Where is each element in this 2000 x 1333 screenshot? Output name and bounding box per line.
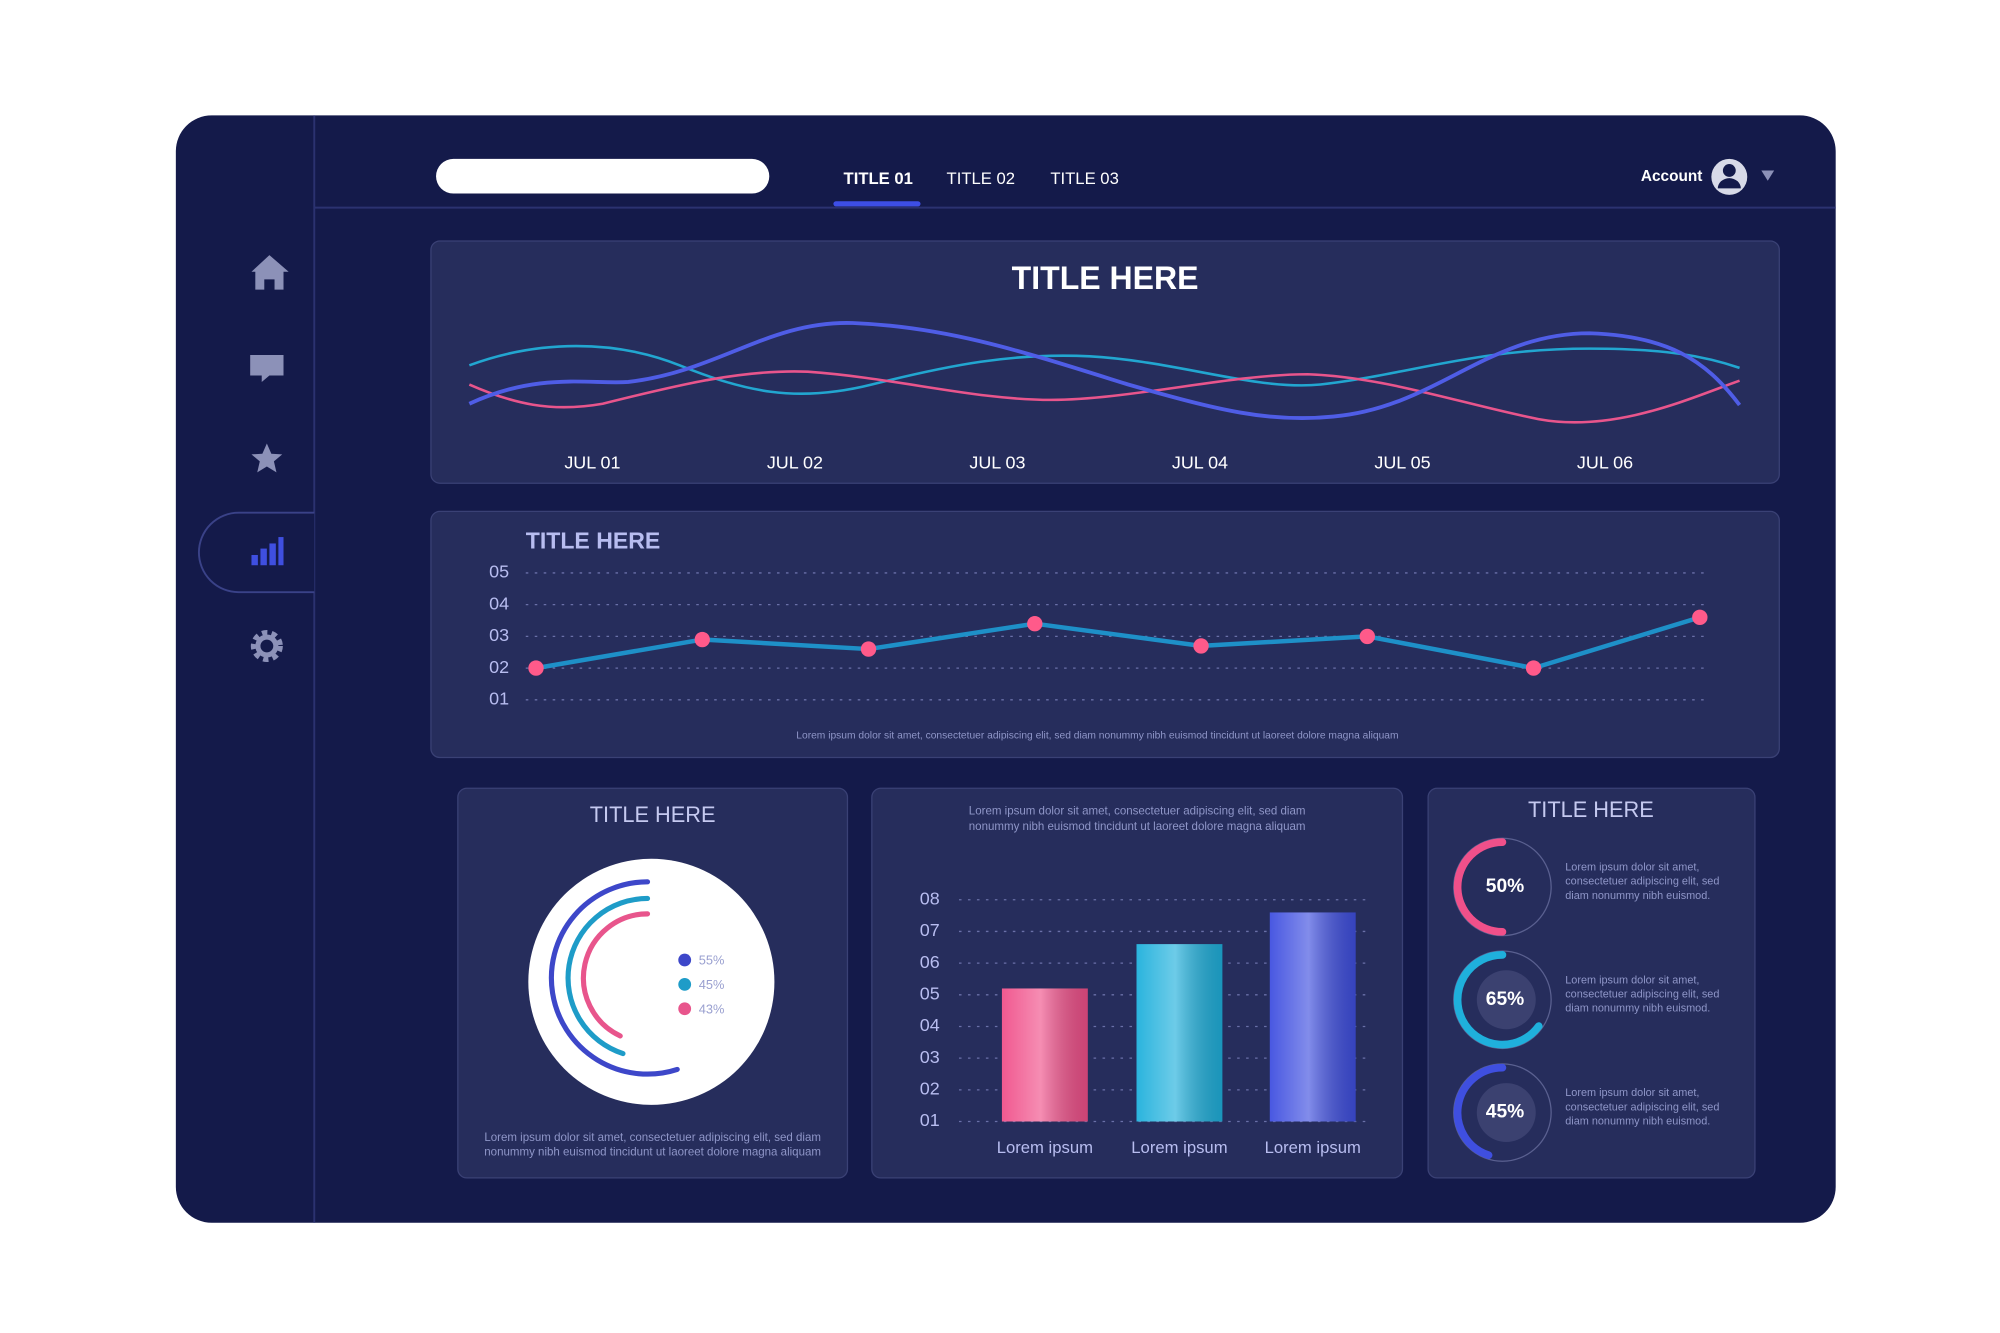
legend-swatch (678, 1002, 692, 1016)
avatar[interactable] (1711, 158, 1748, 195)
description: consectetuer adipiscing elit, sed (1565, 988, 1719, 1000)
wave-line (468, 344, 1740, 396)
y-tick-label: 04 (489, 593, 509, 613)
data-point (1193, 638, 1209, 654)
y-tick-label: 05 (489, 562, 509, 582)
y-tick-label: 01 (920, 1110, 940, 1130)
stats-icon[interactable] (251, 537, 284, 566)
legend-label: 43% (699, 1001, 725, 1016)
x-tick-label: Lorem ipsum (1131, 1138, 1227, 1157)
x-tick-label: JUL 06 (1577, 453, 1633, 473)
caption: nonummy nibh euismod tincidunt ut laoree… (484, 1146, 821, 1158)
tab[interactable]: TITLE 01 (844, 169, 913, 188)
donut-label: 65% (1486, 989, 1524, 1010)
donut-panel (1427, 787, 1756, 1179)
messages-icon[interactable] (250, 355, 284, 382)
caption: Lorem ipsum dolor sit amet, consectetuer… (969, 805, 1306, 817)
account-dropdown[interactable] (1761, 170, 1775, 181)
x-tick-label: JUL 02 (767, 453, 823, 473)
x-tick-label: JUL 01 (564, 453, 620, 473)
legend-label: 45% (699, 977, 725, 992)
donut-label: 50% (1486, 876, 1524, 897)
y-tick-label: 08 (920, 889, 940, 909)
data-point (1525, 660, 1542, 676)
data-line (535, 615, 1701, 671)
panel-title: TITLE HERE (1012, 260, 1199, 296)
donut-arc (1453, 838, 1507, 936)
description: diam nonummy nibh euismod. (1565, 890, 1710, 902)
y-tick-label: 03 (920, 1047, 940, 1067)
legend-label: 55% (699, 953, 725, 968)
data-point (528, 660, 544, 676)
donut-arc (1453, 951, 1543, 1049)
arc-chart-disc (528, 858, 775, 1105)
donut-core (1476, 970, 1536, 1030)
y-tick-label: 02 (489, 657, 509, 677)
donut-arc (1453, 1063, 1507, 1160)
data-point (1027, 615, 1043, 632)
tab[interactable]: TITLE 02 (947, 169, 1016, 188)
x-tick-label: Lorem ipsum (997, 1138, 1093, 1157)
data-point (694, 631, 710, 648)
y-tick-label: 01 (489, 689, 509, 709)
y-tick-label: 05 (920, 984, 940, 1004)
arc-segment (580, 911, 651, 1039)
panel-title: TITLE HERE (1528, 797, 1654, 822)
y-tick-label: 06 (920, 952, 940, 972)
legend-swatch (678, 977, 692, 991)
caption: Lorem ipsum dolor sit amet, consectetuer… (484, 1132, 821, 1144)
legend-swatch (678, 953, 692, 967)
description: Lorem ipsum dolor sit amet, (1565, 862, 1699, 874)
home-icon[interactable] (251, 255, 289, 290)
bar-shine (1269, 912, 1356, 1122)
caption: nonummy nibh euismod tincidunt ut laoree… (969, 821, 1306, 833)
x-tick-label: JUL 03 (969, 453, 1025, 473)
wave-panel (430, 240, 1780, 484)
donut-core (1476, 1083, 1536, 1143)
caption: Lorem ipsum dolor sit amet, consectetuer… (796, 730, 1398, 741)
y-tick-label: 04 (920, 1015, 940, 1035)
account-label[interactable]: Account (1641, 168, 1703, 185)
y-tick-label: 02 (920, 1079, 940, 1099)
bar-shine (1136, 944, 1223, 1122)
description: Lorem ipsum dolor sit amet, (1565, 1087, 1699, 1099)
wave-lines (468, 321, 1742, 424)
bar-shine (1001, 988, 1088, 1122)
description: consectetuer adipiscing elit, sed (1565, 1101, 1719, 1113)
panel-title: TITLE HERE (526, 527, 661, 553)
description: consectetuer adipiscing elit, sed (1565, 876, 1719, 888)
data-point (1692, 609, 1708, 626)
favorites-icon[interactable] (251, 443, 283, 473)
sidebar-icons (250, 255, 289, 663)
description: Lorem ipsum dolor sit amet, (1565, 974, 1699, 986)
y-tick-label: 03 (489, 625, 509, 645)
arc-segment (548, 879, 680, 1077)
wave-line (468, 370, 1740, 424)
panel-title: TITLE HERE (590, 802, 716, 827)
x-tick-label: JUL 05 (1374, 453, 1430, 473)
donut-label: 45% (1486, 1102, 1524, 1123)
description: diam nonummy nibh euismod. (1565, 1003, 1710, 1015)
wave-line (468, 321, 1742, 421)
tab[interactable]: TITLE 03 (1050, 169, 1119, 188)
x-tick-label: Lorem ipsum (1265, 1138, 1361, 1157)
data-point (1359, 628, 1375, 645)
settings-icon[interactable] (250, 629, 283, 663)
active-tab-underline (833, 201, 921, 207)
search-box[interactable] (436, 158, 770, 194)
data-point (860, 641, 877, 657)
description: diam nonummy nibh euismod. (1565, 1115, 1710, 1127)
y-tick-label: 07 (920, 920, 940, 940)
arc-segment (565, 895, 651, 1057)
x-tick-label: JUL 04 (1172, 453, 1228, 473)
active-nav-highlight (197, 511, 315, 594)
